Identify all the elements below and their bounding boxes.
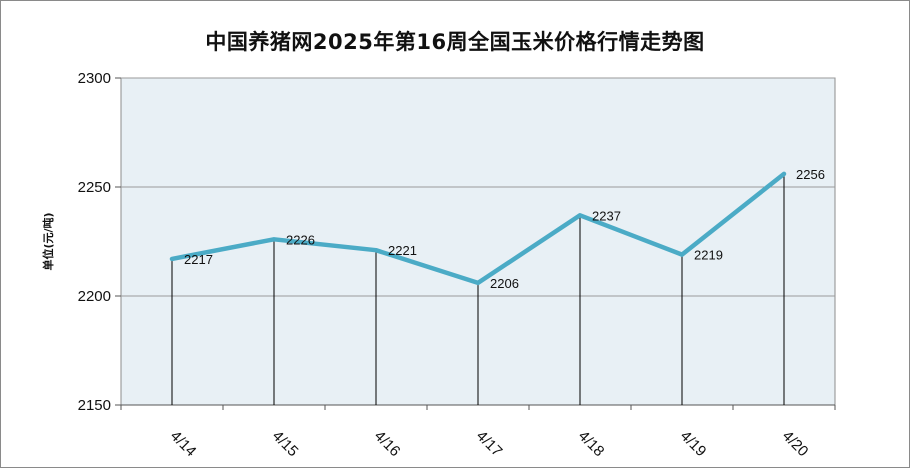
drop-lines <box>171 173 785 405</box>
x-tick-label-4/14: 4/14 <box>167 427 200 460</box>
series-line <box>169 171 787 286</box>
data-label-4/17: 2206 <box>490 276 519 291</box>
x-tick-label-4/15: 4/15 <box>269 427 302 460</box>
y-tick-label-2300: 2300 <box>78 70 111 87</box>
x-axis-ticks: 4/14 4/15 4/16 4/17 4/18 4/19 4/20 <box>167 427 812 460</box>
y-axis-label: 单位(元/吨) <box>41 212 55 270</box>
y-tick-label-2250: 2250 <box>78 179 111 196</box>
data-label-4/15: 2226 <box>286 232 315 247</box>
y-tick-label-2200: 2200 <box>78 288 111 305</box>
x-tick-label-4/19: 4/19 <box>677 427 710 460</box>
y-axis-ticks: 2150 2200 2250 2300 <box>78 70 121 414</box>
data-label-4/16: 2221 <box>388 243 417 258</box>
x-tick-label-4/18: 4/18 <box>575 427 608 460</box>
data-label-4/18: 2237 <box>592 208 621 223</box>
data-labels: 2217 2226 2221 2206 2237 2219 2256 <box>184 167 825 291</box>
data-label-4/20: 2256 <box>796 167 825 182</box>
x-axis <box>120 404 836 410</box>
x-tick-label-4/17: 4/17 <box>473 427 506 460</box>
x-tick-label-4/20: 4/20 <box>779 427 812 460</box>
y-tick-label-2150: 2150 <box>78 397 111 414</box>
x-tick-label-4/16: 4/16 <box>371 427 404 460</box>
data-label-4/14: 2217 <box>184 252 213 267</box>
data-label-4/19: 2219 <box>694 248 723 263</box>
chart-title: 中国养猪网2025年第16周全国玉米价格行情走势图 <box>205 30 705 54</box>
